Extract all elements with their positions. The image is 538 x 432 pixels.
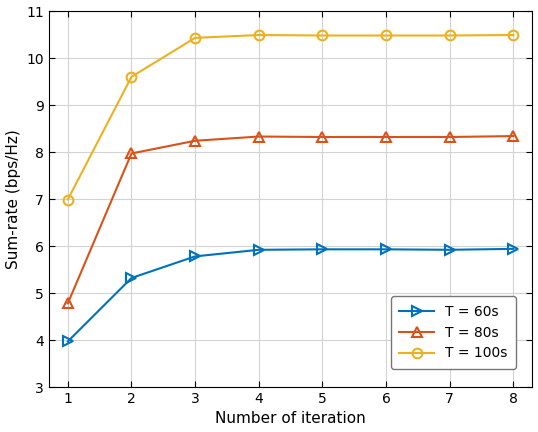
T = 60s — [65, 339, 71, 344]
T = 80s — [65, 301, 71, 306]
T = 100s — [383, 33, 390, 38]
T = 60s — [510, 246, 516, 251]
T = 60s — [447, 247, 453, 252]
Line: T = 100s: T = 100s — [63, 30, 518, 204]
T = 80s — [319, 134, 325, 140]
T = 80s — [128, 151, 134, 156]
T = 60s — [128, 276, 134, 281]
T = 100s — [65, 197, 71, 202]
T = 100s — [192, 35, 199, 41]
T = 80s — [192, 138, 199, 143]
T = 60s — [192, 254, 199, 259]
T = 60s — [256, 247, 262, 252]
X-axis label: Number of iteration: Number of iteration — [215, 411, 366, 426]
T = 80s — [383, 134, 390, 140]
T = 100s — [447, 33, 453, 38]
Line: T = 60s: T = 60s — [63, 244, 518, 346]
T = 60s — [383, 247, 390, 252]
Legend: T = 60s, T = 80s, T = 100s: T = 60s, T = 80s, T = 100s — [391, 296, 516, 369]
T = 100s — [256, 32, 262, 38]
T = 80s — [256, 134, 262, 139]
T = 100s — [319, 33, 325, 38]
Y-axis label: Sum-rate (bps/Hz): Sum-rate (bps/Hz) — [5, 129, 20, 269]
T = 100s — [128, 74, 134, 79]
T = 80s — [447, 134, 453, 140]
T = 100s — [510, 32, 516, 38]
T = 60s — [319, 247, 325, 252]
Line: T = 80s: T = 80s — [63, 131, 518, 308]
T = 80s — [510, 133, 516, 139]
